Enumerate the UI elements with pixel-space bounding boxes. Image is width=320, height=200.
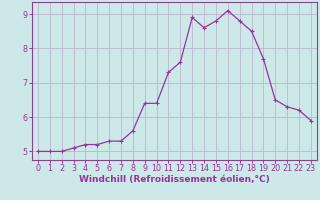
X-axis label: Windchill (Refroidissement éolien,°C): Windchill (Refroidissement éolien,°C) xyxy=(79,175,270,184)
